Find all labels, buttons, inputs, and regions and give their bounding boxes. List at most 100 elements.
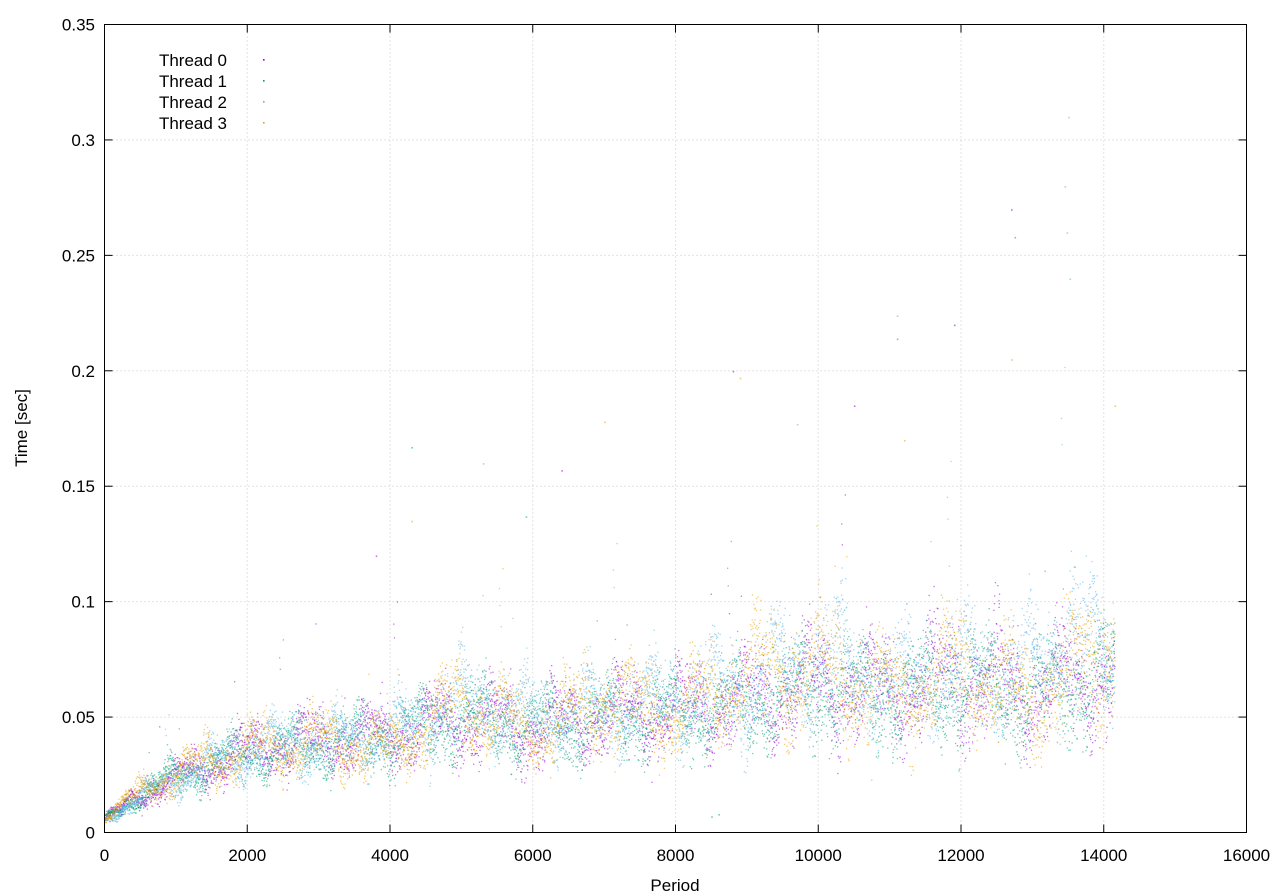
data-point (1018, 683, 1020, 686)
data-point (560, 713, 563, 715)
data-point (558, 733, 560, 735)
data-point (520, 752, 522, 755)
data-point (759, 667, 762, 669)
data-point (118, 812, 121, 815)
data-point (676, 665, 678, 668)
data-point (183, 760, 186, 763)
data-point (233, 734, 235, 737)
data-point (350, 746, 352, 748)
data-point (556, 680, 558, 683)
data-point (576, 722, 579, 724)
data-point (835, 722, 837, 724)
data-point (764, 683, 766, 685)
data-point (370, 725, 372, 727)
data-point (254, 730, 256, 732)
data-point (955, 657, 957, 660)
data-point (1041, 695, 1044, 697)
data-point (215, 762, 218, 764)
data-point (869, 631, 871, 633)
data-point (601, 739, 603, 742)
data-point (715, 727, 717, 729)
data-point (649, 760, 651, 762)
data-point (570, 695, 572, 697)
data-point (269, 768, 271, 771)
data-point (624, 695, 627, 697)
data-point (1013, 669, 1015, 671)
data-point (793, 747, 795, 749)
data-point (860, 681, 862, 683)
data-point (272, 770, 275, 772)
data-point (1005, 707, 1007, 709)
data-point (969, 750, 971, 752)
data-point (626, 706, 628, 708)
data-point (520, 771, 522, 773)
data-point (548, 728, 550, 731)
data-point (1070, 641, 1072, 643)
data-point (998, 593, 1001, 595)
data-point (422, 704, 424, 706)
data-point (1090, 725, 1092, 727)
data-point (134, 802, 136, 804)
data-point (260, 725, 262, 728)
data-point (281, 734, 283, 736)
data-point (157, 785, 159, 788)
data-point (404, 739, 406, 741)
data-point (884, 685, 886, 687)
data-point (406, 735, 408, 737)
data-point (807, 625, 810, 628)
data-point (613, 669, 615, 671)
data-point (1029, 739, 1032, 741)
data-point (746, 652, 748, 654)
data-point (1053, 656, 1056, 658)
data-point (554, 692, 556, 694)
data-point (553, 675, 555, 677)
data-point (301, 720, 303, 723)
data-point (215, 771, 217, 773)
data-point (706, 710, 708, 712)
data-point (845, 704, 848, 706)
data-point (695, 675, 697, 677)
data-point (856, 706, 858, 709)
data-point (1095, 735, 1097, 737)
data-point (450, 699, 452, 701)
data-point (295, 718, 298, 720)
data-point (784, 662, 786, 664)
data-point (949, 693, 952, 695)
data-point (234, 758, 237, 760)
data-point (679, 669, 681, 672)
data-point (979, 685, 981, 688)
data-point (595, 721, 597, 724)
data-point (467, 715, 470, 717)
data-point (1088, 702, 1091, 705)
data-point (613, 656, 616, 659)
data-point (911, 670, 914, 672)
data-point (678, 649, 680, 652)
data-point (900, 739, 902, 741)
data-point (341, 743, 344, 746)
data-point (659, 720, 661, 722)
data-point (389, 768, 391, 771)
data-point (293, 744, 295, 747)
data-point (445, 703, 448, 705)
data-point (652, 722, 654, 724)
data-point (799, 666, 801, 668)
data-point (531, 727, 533, 729)
data-point (831, 740, 833, 742)
data-point (634, 706, 636, 708)
data-point (694, 702, 697, 704)
data-point (390, 732, 392, 734)
data-point (155, 797, 157, 799)
data-point (612, 723, 614, 725)
data-point (820, 690, 822, 692)
data-point (363, 725, 365, 727)
data-point (998, 648, 1000, 650)
data-point (530, 725, 533, 727)
data-point (928, 677, 930, 679)
data-point (315, 714, 317, 716)
data-point (619, 674, 621, 677)
data-point (355, 721, 357, 723)
data-point (621, 660, 624, 663)
data-point (863, 675, 865, 677)
data-point (131, 792, 133, 794)
data-point (919, 732, 921, 734)
